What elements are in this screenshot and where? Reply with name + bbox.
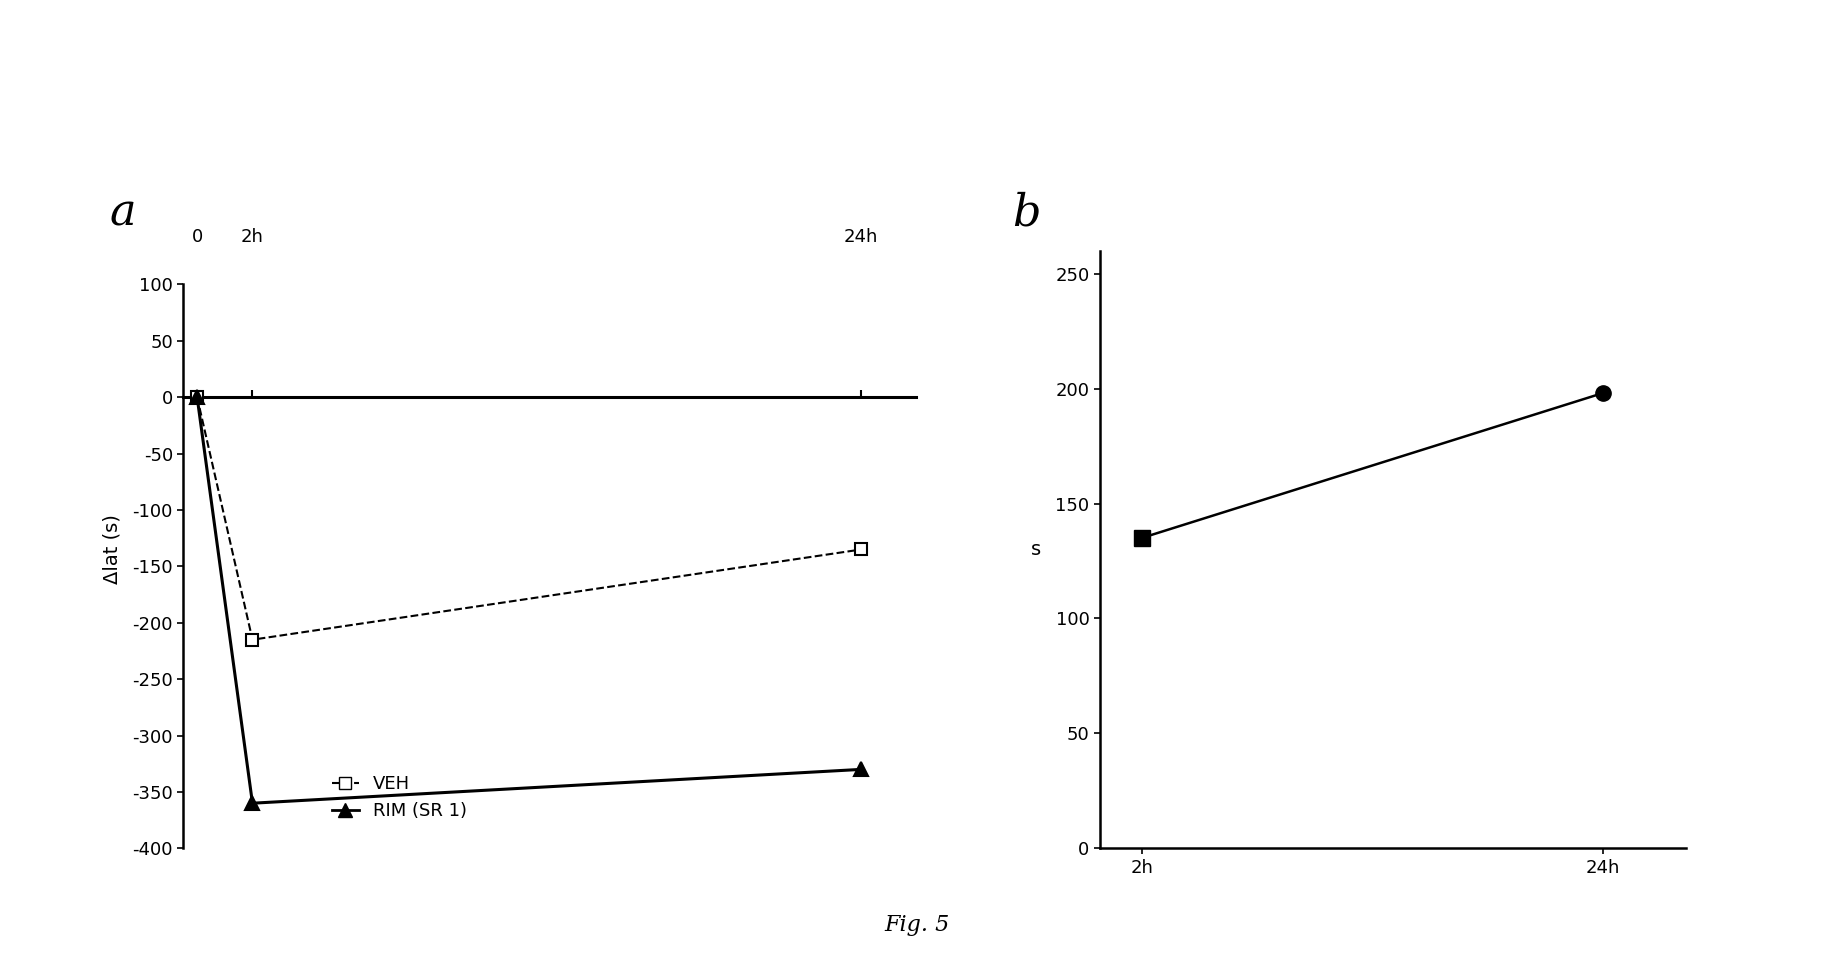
Legend: VEH, RIM (SR 1): VEH, RIM (SR 1) bbox=[324, 768, 474, 827]
Text: b: b bbox=[1011, 191, 1041, 234]
Text: Fig. 5: Fig. 5 bbox=[883, 915, 949, 936]
Y-axis label: Δlat (s): Δlat (s) bbox=[103, 515, 121, 584]
Y-axis label: s: s bbox=[1030, 540, 1041, 559]
Text: a: a bbox=[110, 191, 136, 234]
